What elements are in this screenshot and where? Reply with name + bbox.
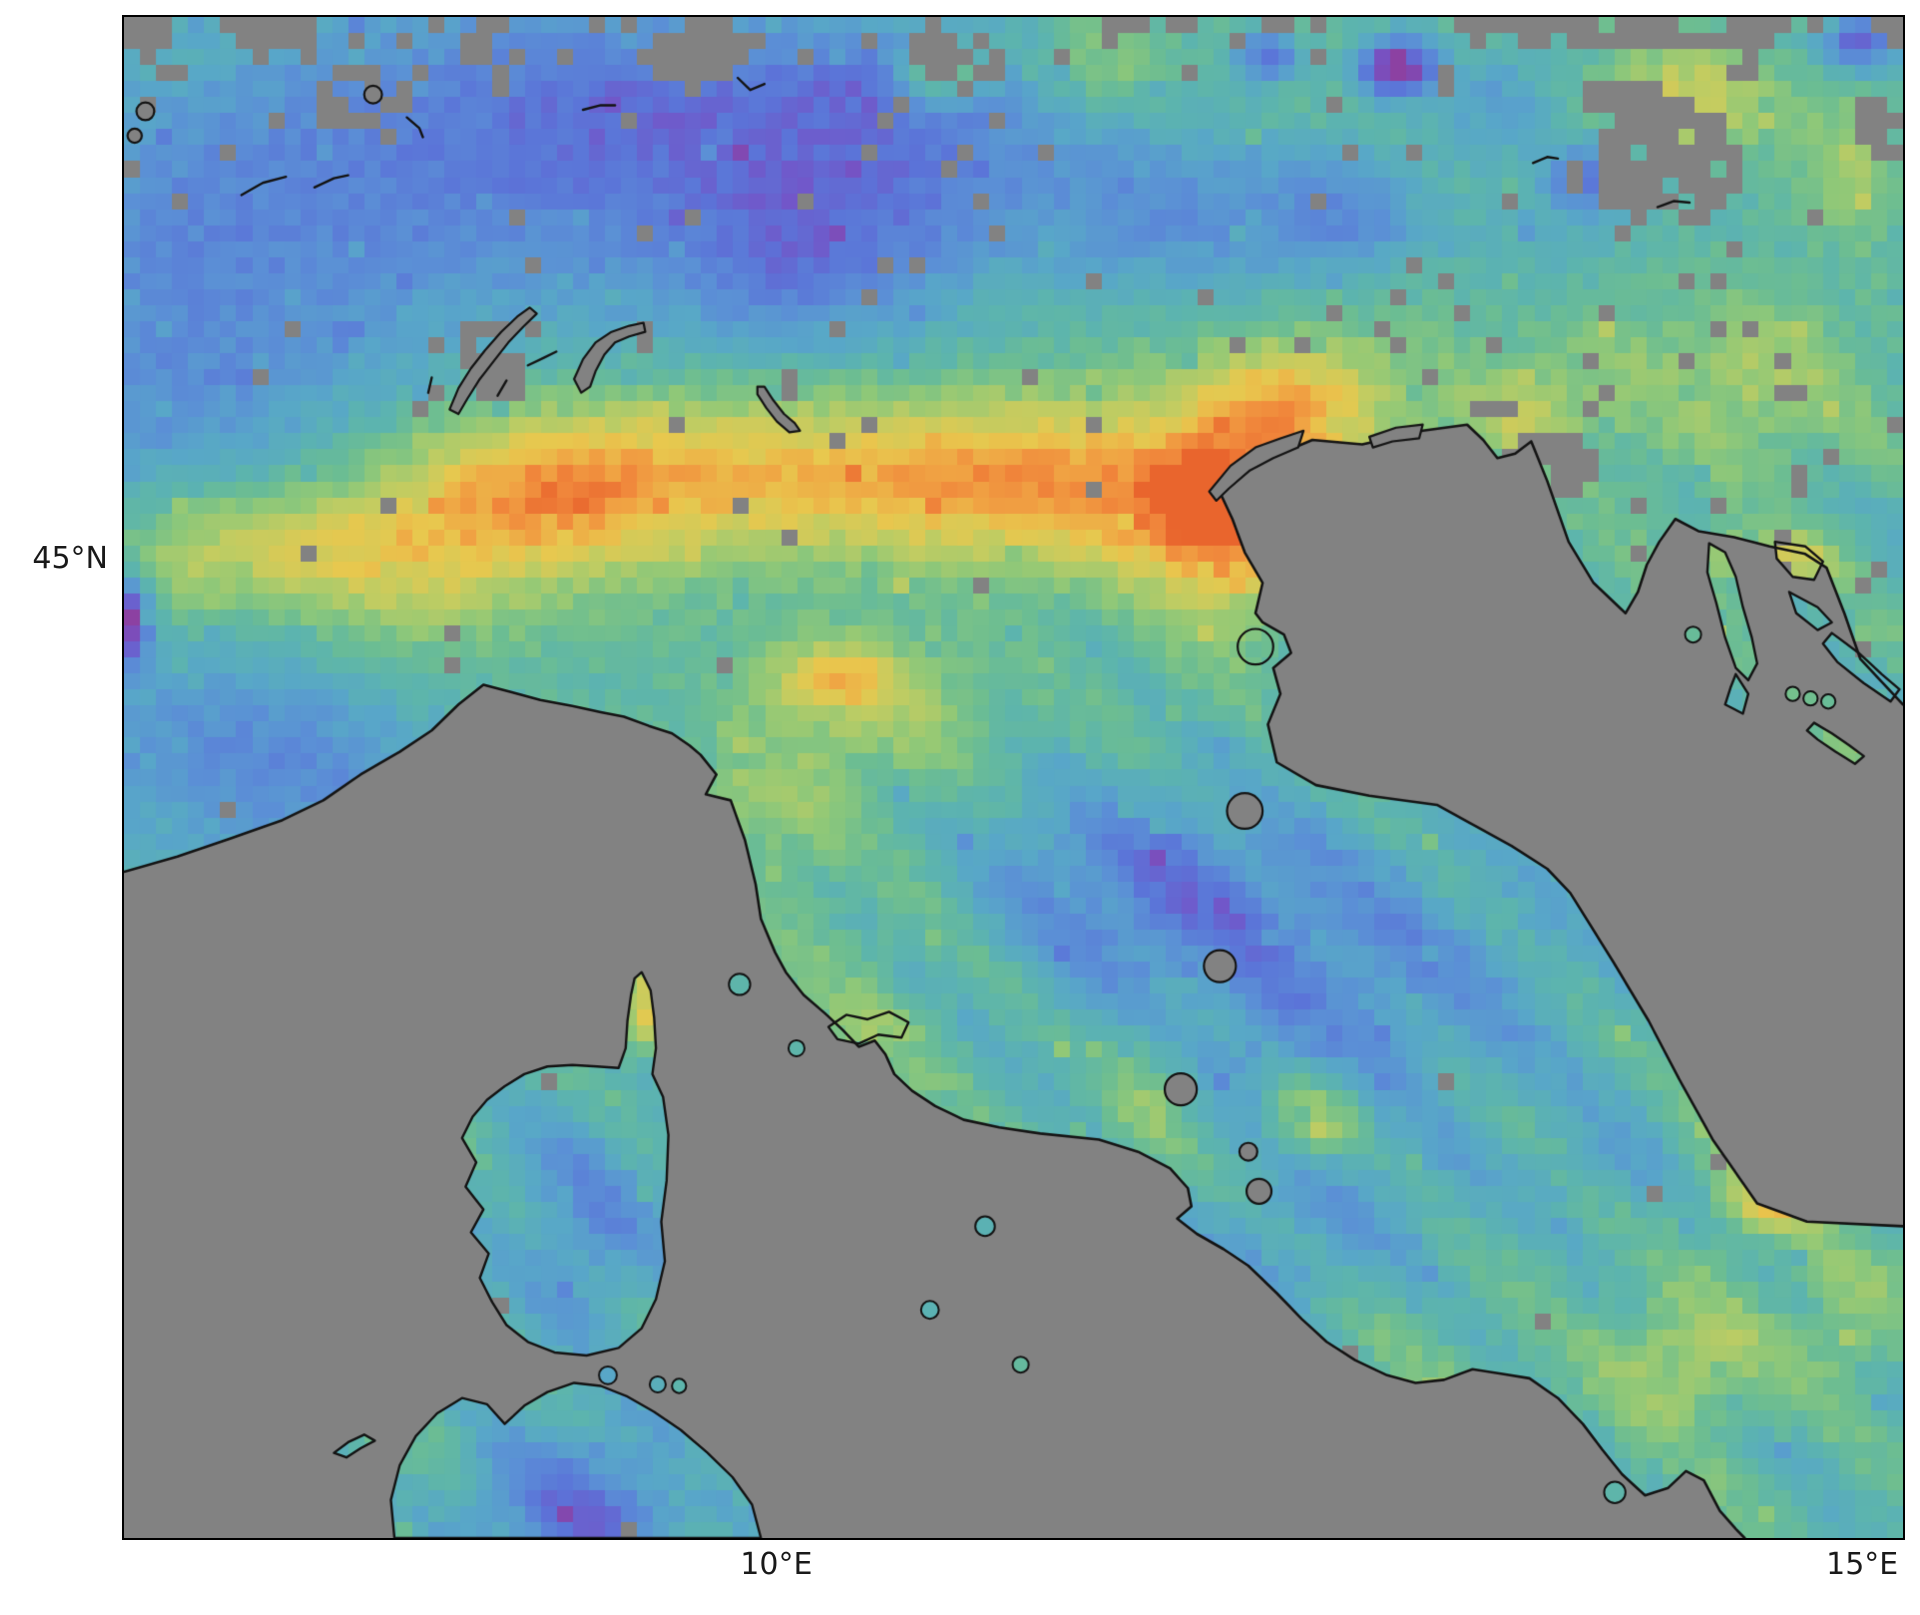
- x-tick-label-0: 10°E: [740, 1547, 813, 1582]
- y-tick-label-0: 45°N: [32, 541, 108, 577]
- map-plot-area: [122, 15, 1905, 1540]
- x-tick-label-1: 15°E: [1826, 1547, 1899, 1582]
- map-canvas: [124, 17, 1903, 1538]
